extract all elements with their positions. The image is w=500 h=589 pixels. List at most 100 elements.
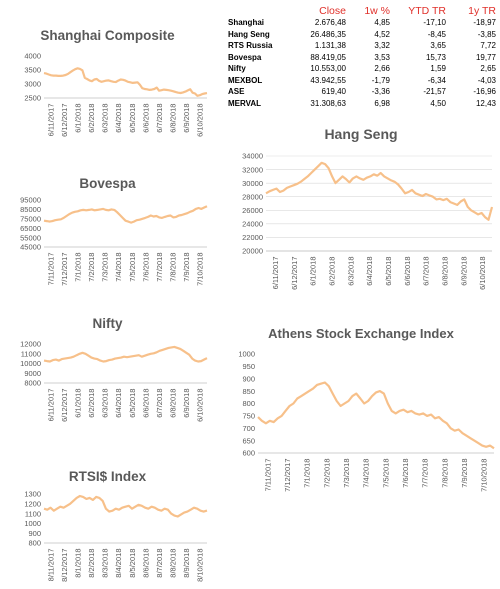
y-tick-label: 1000 xyxy=(238,350,255,359)
x-tick-label: 6/9/2018 xyxy=(459,257,468,286)
summary-row: Shanghai 2.676,48 4,85 -17,10 -18,97 xyxy=(226,17,498,29)
header-cell: 1w % xyxy=(364,4,390,17)
index-name-cell: MEXBOL xyxy=(228,75,263,85)
x-tick-label: 7/6/2018 xyxy=(401,459,410,488)
value-cell: 4,50 xyxy=(430,98,446,108)
chart-title: Nifty xyxy=(92,316,123,331)
x-tick-label: 6/12/2017 xyxy=(60,389,69,422)
value-cell: -6,34 xyxy=(427,75,446,85)
value-cell: 4,85 xyxy=(374,18,390,28)
x-tick-label: 6/6/2018 xyxy=(403,257,412,286)
value-cell: 6,98 xyxy=(374,98,390,108)
y-tick-label: 24000 xyxy=(242,220,263,229)
x-tick-label: 6/6/2018 xyxy=(141,389,150,418)
x-tick-label: 6/10/2018 xyxy=(196,104,205,137)
x-tick-label: 7/8/2018 xyxy=(169,253,178,282)
value-cell: 19,77 xyxy=(475,52,496,62)
summary-row: ASE 619,40 -3,36 -21,57 -16,96 xyxy=(226,86,498,98)
value-cell: 1.131,38 xyxy=(314,41,346,51)
y-tick-label: 800 xyxy=(242,399,255,408)
x-tick-label: 6/4/2018 xyxy=(114,104,123,133)
y-tick-label: 950 xyxy=(242,362,255,371)
y-tick-label: 900 xyxy=(242,374,255,383)
value-cell: 3,53 xyxy=(374,52,390,62)
summary-row: MERVAL 31.308,63 6,98 4,50 12,43 xyxy=(226,98,498,110)
value-cell: 4,52 xyxy=(374,29,390,39)
summary-row: Nifty 10.553,00 2,66 1,59 2,65 xyxy=(226,63,498,75)
value-cell: 7,72 xyxy=(480,41,496,51)
x-tick-label: 8/9/2018 xyxy=(182,549,191,578)
x-tick-label: 7/7/2018 xyxy=(421,459,430,488)
x-tick-label: 6/11/2017 xyxy=(271,257,280,290)
x-tick-label: 8/2/2018 xyxy=(87,549,96,578)
y-tick-label: 4000 xyxy=(24,52,41,61)
y-tick-label: 55000 xyxy=(20,233,41,242)
x-tick-label: 7/12/2017 xyxy=(283,459,292,492)
series-line xyxy=(43,205,208,224)
y-tick-label: 45000 xyxy=(20,243,41,252)
x-tick-label: 6/2/2018 xyxy=(87,104,96,133)
header-cell: Close xyxy=(319,4,346,17)
x-tick-label: 7/5/2018 xyxy=(128,253,137,282)
x-tick-label: 6/2/2018 xyxy=(327,257,336,286)
y-tick-label: 750 xyxy=(242,412,255,421)
x-tick-label: 7/1/2018 xyxy=(73,253,82,282)
summary-table: Close 1w % YTD TR 1y TR Shanghai 2.676,48… xyxy=(226,4,498,109)
chart-plot: 2500 3000 3500 4000 6/11/2017 6/12/2017 6/1/20… xyxy=(24,52,208,137)
x-tick-label: 7/12/2017 xyxy=(60,253,69,286)
x-tick-label: 6/3/2018 xyxy=(346,257,355,286)
x-tick-label: 7/6/2018 xyxy=(141,253,150,282)
y-tick-label: 2500 xyxy=(24,94,41,103)
x-tick-label: 7/9/2018 xyxy=(460,459,469,488)
x-tick-label: 7/10/2018 xyxy=(480,459,489,492)
x-tick-label: 7/4/2018 xyxy=(362,459,371,488)
y-tick-label: 1300 xyxy=(24,490,41,499)
chart-panel-bovespa: Bovespa 45000 55000 65000 75000 85000 95000 7/… xyxy=(0,172,215,302)
x-tick-label: 6/11/2017 xyxy=(46,389,55,422)
chart-panel-athens: Athens Stock Exchange Index 600 650 700 750… xyxy=(222,322,500,492)
x-tick-label: 8/7/2018 xyxy=(155,549,164,578)
x-tick-label: 8/5/2018 xyxy=(128,549,137,578)
x-tick-label: 6/4/2018 xyxy=(365,257,374,286)
value-cell: 3,65 xyxy=(430,41,446,51)
x-tick-label: 6/5/2018 xyxy=(128,389,137,418)
value-cell: -16,96 xyxy=(473,87,496,97)
x-tick-label: 8/3/2018 xyxy=(101,549,110,578)
x-tick-label: 6/6/2018 xyxy=(141,104,150,133)
x-tick-label: 6/5/2018 xyxy=(384,257,393,286)
series-line xyxy=(265,161,494,221)
summary-row: Bovespa 88.419,05 3,53 15,73 19,77 xyxy=(226,52,498,64)
chart-title: Athens Stock Exchange Index xyxy=(268,326,454,341)
x-tick-label: 7/9/2018 xyxy=(182,253,191,282)
value-cell: -3,36 xyxy=(371,87,390,97)
x-tick-label: 7/7/2018 xyxy=(155,253,164,282)
index-name-cell: Nifty xyxy=(228,64,246,74)
value-cell: -4,03 xyxy=(477,75,496,85)
series-line xyxy=(43,494,208,518)
chart-panel-hangseng: Hang Seng 20000 22000 24000 26000 28000 30000… xyxy=(222,122,500,302)
chart-plot: 600 650 700 750 800 850 900 950 1000 7/11/2017 7/1… xyxy=(238,350,495,492)
value-cell: 2,65 xyxy=(480,64,496,74)
x-tick-label: 7/1/2018 xyxy=(303,459,312,488)
y-tick-label: 85000 xyxy=(20,205,41,214)
header-cell: YTD TR xyxy=(408,4,446,17)
x-tick-label: 8/11/2017 xyxy=(46,549,55,582)
y-tick-label: 34000 xyxy=(242,152,263,161)
index-name-cell: MERVAL xyxy=(228,98,262,108)
x-tick-label: 6/7/2018 xyxy=(155,104,164,133)
y-tick-label: 850 xyxy=(242,387,255,396)
value-cell: -18,97 xyxy=(473,18,496,28)
x-tick-label: 6/5/2018 xyxy=(128,104,137,133)
y-tick-label: 26000 xyxy=(242,206,263,215)
index-name-cell: ASE xyxy=(228,87,245,97)
x-tick-label: 8/8/2018 xyxy=(169,549,178,578)
y-tick-label: 800 xyxy=(28,539,41,548)
x-tick-label: 6/3/2018 xyxy=(101,104,110,133)
chart-plot: 20000 22000 24000 26000 28000 30000 32000 34000… xyxy=(242,152,494,290)
y-tick-label: 20000 xyxy=(242,247,263,256)
y-tick-label: 12000 xyxy=(20,340,41,349)
y-tick-label: 10000 xyxy=(20,359,41,368)
chart-title: Bovespa xyxy=(79,176,136,191)
